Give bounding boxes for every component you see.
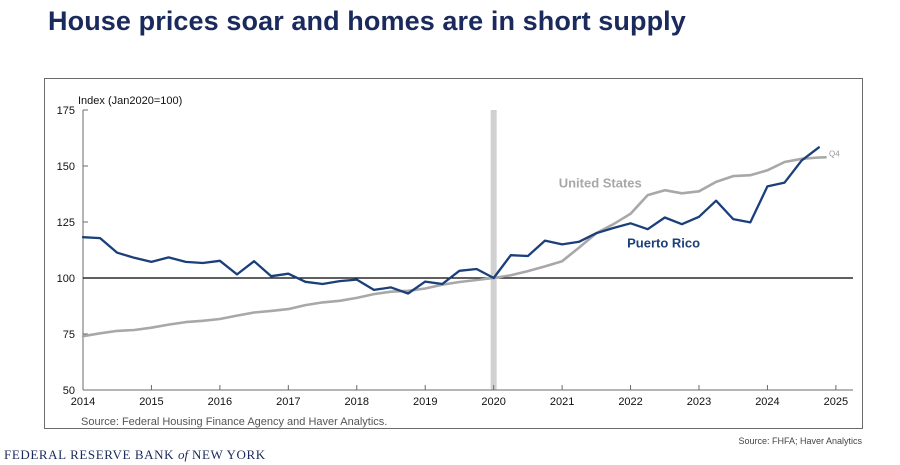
- x-tick-label: 2016: [208, 396, 232, 408]
- x-tick-label: 2020: [481, 396, 505, 408]
- x-tick-label: 2022: [618, 396, 642, 408]
- x-tick-label: 2024: [755, 396, 779, 408]
- chart-panel: 50 75 100 125 150 175 2014 2015 2016 2017 2018 2019…: [44, 78, 863, 429]
- x-tick-label: 2015: [139, 396, 163, 408]
- logo-part2: NEW YORK: [191, 447, 266, 462]
- highlight-band-2020: [490, 110, 497, 390]
- y-tick-label: 150: [57, 161, 75, 173]
- y-tick-label: 50: [63, 385, 75, 397]
- footer-source: Source: FHFA; Haver Analytics: [738, 436, 862, 446]
- chart-source-note: Source: Federal Housing Finance Agency a…: [81, 416, 387, 428]
- x-tick-label: 2018: [345, 396, 369, 408]
- line-chart: 50 75 100 125 150 175 2014 2015 2016 2017 2018 2019…: [57, 95, 853, 428]
- x-tick-label: 2021: [550, 396, 574, 408]
- logo-part1: FEDERAL RESERVE BANK: [4, 447, 175, 462]
- y-tick-label: 175: [57, 105, 75, 117]
- y-tick-label: 100: [57, 273, 75, 285]
- series-label-united-states: United States: [559, 175, 642, 190]
- logo-of: of: [177, 447, 189, 462]
- y-axis-label: Index (Jan2020=100): [78, 95, 182, 107]
- x-tick-label: 2025: [824, 396, 848, 408]
- series-line-united-states: [81, 156, 827, 338]
- series-line-puerto-rico: [81, 146, 820, 295]
- x-tick-label: 2023: [687, 396, 711, 408]
- y-tick-label: 75: [63, 329, 75, 341]
- x-tick-label: 2019: [413, 396, 437, 408]
- y-tick-label: 125: [57, 217, 75, 229]
- x-tick-label: 2014: [71, 396, 95, 408]
- page-title: House prices soar and homes are in short…: [48, 6, 686, 36]
- fed-ny-logo: FEDERAL RESERVE BANK of NEW YORK: [4, 447, 266, 463]
- q4-label: Q4: [829, 149, 840, 158]
- x-tick-label: 2017: [276, 396, 300, 408]
- series-label-puerto-rico: Puerto Rico: [627, 235, 700, 250]
